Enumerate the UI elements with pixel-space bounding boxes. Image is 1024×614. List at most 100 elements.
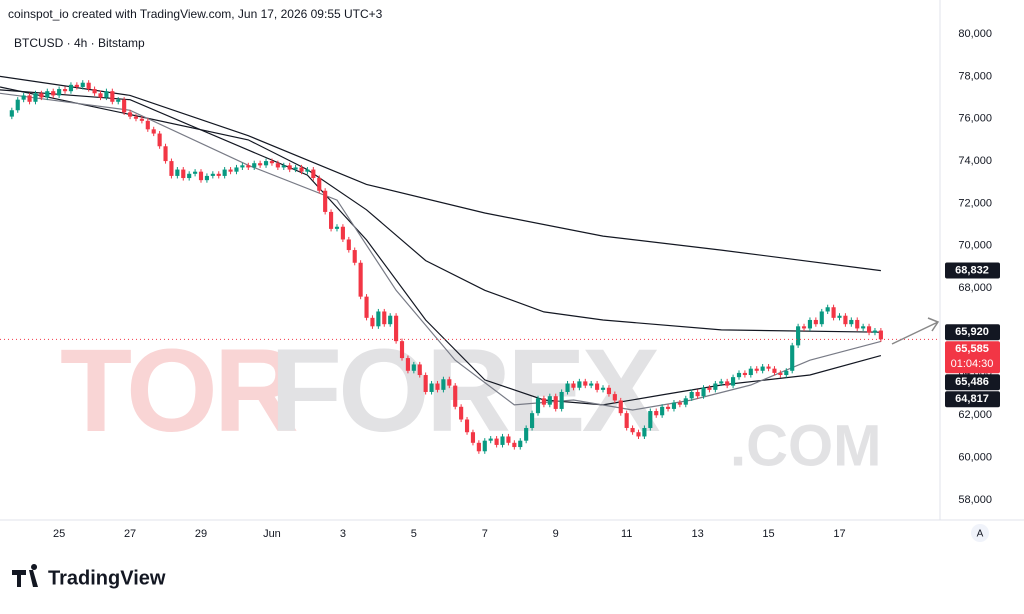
candle-body: [713, 383, 718, 390]
candle-body: [405, 358, 410, 371]
x-tick-label: 13: [691, 528, 703, 540]
candle-body: [252, 163, 257, 168]
candle-body: [175, 169, 180, 176]
candle-body: [524, 427, 529, 441]
candle-body: [346, 239, 351, 251]
candle-body: [435, 383, 440, 390]
auto-scale-button[interactable]: [971, 524, 989, 542]
candle-body: [417, 364, 422, 376]
candle-body: [334, 226, 340, 229]
candle-body: [807, 319, 813, 329]
y-tick-label: 68,000: [958, 282, 992, 294]
candle-body: [62, 89, 68, 92]
x-tick-label: 15: [762, 528, 774, 540]
candle-body: [843, 315, 848, 325]
candle-body: [163, 146, 168, 162]
chart-title: BTCUSD · 4h · Bitstamp: [14, 36, 145, 50]
y-tick-label: 78,000: [958, 70, 992, 82]
candle-body: [92, 89, 97, 94]
candle-body: [116, 99, 121, 102]
price-label-box: [945, 262, 1000, 279]
x-tick-label: 27: [124, 528, 136, 540]
y-tick-label: 60,000: [958, 452, 992, 464]
candle-body: [68, 84, 74, 92]
candle-body: [801, 326, 807, 329]
candle-body: [281, 165, 286, 168]
candle-body: [861, 326, 866, 329]
candle-body: [612, 394, 617, 401]
candle-body: [193, 171, 198, 174]
plot: [0, 75, 940, 454]
candle-body: [228, 169, 233, 172]
candle-body: [329, 211, 334, 229]
x-tick-label: Jun: [263, 528, 281, 540]
candle-body: [660, 406, 665, 416]
candle-body: [518, 440, 523, 448]
candle-body: [618, 400, 623, 414]
countdown: 01:04:30: [951, 358, 994, 370]
auto-scale-label[interactable]: A: [977, 529, 984, 540]
candle-body: [559, 391, 564, 409]
x-tick-label: 25: [53, 528, 65, 540]
x-tick-label: 29: [195, 528, 207, 540]
candle-body: [630, 427, 635, 433]
candle-body: [784, 370, 789, 376]
candle-body: [671, 402, 677, 409]
price-label-box: [945, 324, 1000, 341]
candle-body: [382, 311, 387, 325]
attribution: coinspot_io created with TradingView.com…: [8, 7, 383, 21]
candle-body: [500, 436, 505, 445]
candle-body: [476, 442, 481, 452]
candle-body: [665, 406, 671, 409]
candle-body: [80, 82, 85, 87]
candle-body: [506, 436, 511, 443]
candle-body: [595, 383, 600, 390]
candle-body: [57, 89, 62, 96]
x-tick-label: 7: [482, 528, 488, 540]
y-tick-label: 62,000: [958, 409, 992, 421]
candle-body: [33, 93, 38, 102]
candle-body: [317, 178, 322, 191]
candle-body: [624, 413, 629, 428]
watermark: TOR FOREX .COM: [60, 325, 881, 478]
candle-body: [246, 165, 251, 168]
candle-body: [772, 368, 777, 373]
candle-body: [21, 95, 26, 100]
candle-body: [577, 381, 582, 388]
candle-body: [583, 381, 588, 386]
candle-body: [872, 330, 878, 333]
x-tick-label: 5: [411, 528, 417, 540]
candle-body: [263, 161, 269, 166]
logo-icon: [12, 564, 38, 587]
candle-body: [819, 311, 824, 325]
candle-body: [240, 165, 245, 168]
candle-body: [778, 372, 783, 376]
candle-body: [736, 372, 742, 378]
candle-body: [719, 381, 724, 384]
watermark-part: .COM: [730, 413, 881, 478]
candle-body: [878, 330, 883, 340]
candle-body: [470, 432, 476, 443]
price-label: 65,585: [955, 343, 989, 355]
candle-body: [654, 411, 659, 416]
candle-body: [464, 419, 470, 433]
candle-body: [482, 440, 487, 452]
y-tick-label: 80,000: [958, 28, 992, 40]
candle-body: [234, 167, 239, 172]
candle-body: [831, 307, 836, 318]
candle-body: [51, 91, 56, 96]
candle-body: [701, 387, 706, 397]
candle-body: [340, 226, 345, 240]
candle-body: [683, 398, 688, 405]
candle-body: [45, 91, 50, 98]
candle-body: [535, 398, 541, 414]
candle-body: [565, 383, 570, 392]
candle-body: [145, 120, 150, 130]
candle-body: [370, 317, 375, 327]
candle-body: [837, 315, 842, 318]
candle-body: [512, 442, 517, 448]
price-label-box: [945, 341, 1000, 374]
price-label-box: [945, 374, 1000, 391]
candle-body: [760, 366, 765, 371]
